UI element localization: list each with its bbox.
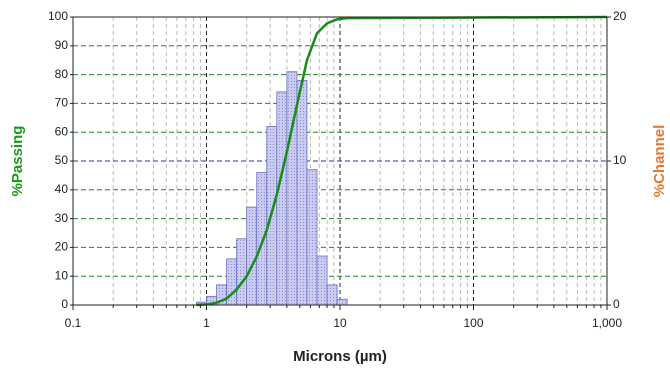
- y-tick-label: 90: [55, 38, 69, 52]
- x-tick-label: 0.1: [65, 316, 82, 330]
- grid: [73, 17, 607, 305]
- y2-axis-title: %Channel: [651, 125, 668, 198]
- bar: [276, 91, 288, 306]
- x-tick-label: 1,000: [592, 316, 622, 330]
- y-tick-label: 60: [55, 124, 69, 138]
- y-tick-label: 70: [55, 96, 69, 110]
- x-tick-label: 1: [203, 316, 210, 330]
- y2-tick-label: 10: [613, 153, 627, 167]
- y-tick-label: 40: [55, 182, 69, 196]
- y-tick-label: 20: [55, 240, 69, 254]
- y-axis-title: %Passing: [9, 126, 26, 197]
- y-tick-label: 80: [55, 67, 69, 81]
- x-axis-title: Microns (µm): [293, 348, 387, 365]
- bar: [306, 169, 318, 306]
- y-tick-label: 30: [55, 211, 69, 225]
- bar: [326, 284, 338, 306]
- x-tick-label: 10: [333, 316, 347, 330]
- y2-tick-label: 20: [613, 9, 627, 23]
- y-tick-label: 100: [48, 9, 68, 23]
- y2-tick-label: 0: [613, 297, 620, 311]
- bar: [336, 298, 348, 306]
- y-tick-label: 0: [61, 297, 68, 311]
- bar: [296, 79, 308, 306]
- cumulative-line: [196, 15, 608, 307]
- y-tick-label: 50: [55, 153, 69, 167]
- y-tick-label: 10: [55, 268, 69, 282]
- bar: [256, 172, 268, 306]
- x-tick-label: 100: [463, 316, 483, 330]
- bar: [236, 238, 248, 306]
- bar: [316, 255, 328, 306]
- bar: [246, 206, 258, 306]
